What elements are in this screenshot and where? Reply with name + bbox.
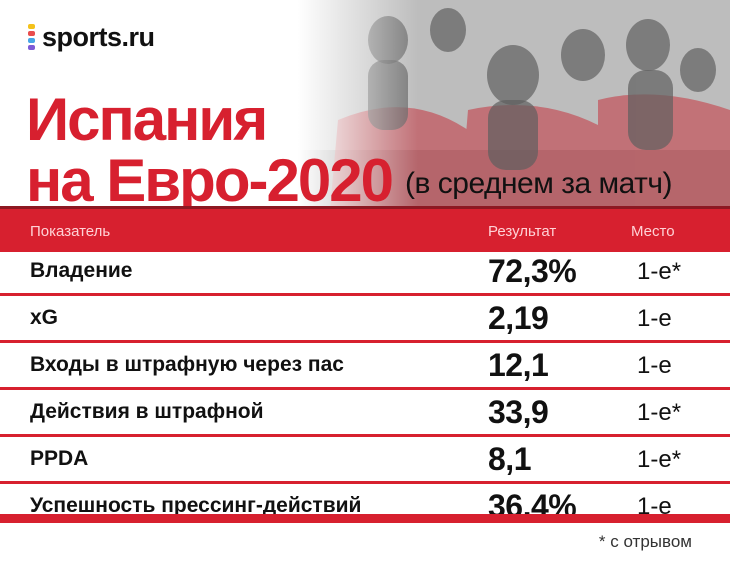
row-result: 8,1 [488,441,531,477]
table-row: Входы в штрафную через пас 12,1 1-е [0,343,730,390]
table-row: Действия в штрафной 33,9 1-е* [0,390,730,437]
row-place: 1-е* [637,399,682,426]
bottom-divider [0,514,730,523]
header-indicator: Показатель [30,223,111,240]
footnote: * с отрывом [598,532,692,551]
row-label: Владение [30,259,133,282]
row-place: 1-е* [637,446,682,473]
header-result: Результат [488,223,557,240]
header-place: Место [631,223,675,240]
title-subtitle: (в среднем за матч) [405,167,672,200]
row-label: xG [30,306,59,329]
row-label: Входы в штрафную через пас [30,353,344,376]
row-label: Успешность прессинг-действий [30,494,362,517]
row-place: 1-е* [637,258,682,285]
row-result: 2,19 [488,300,549,336]
row-result: 12,1 [488,347,549,383]
title-line-2: на Евро-2020 [26,147,394,214]
title-line-1: Испания [26,86,268,153]
row-label: PPDA [30,447,89,470]
logo-text: sports.ru [42,21,155,52]
row-result: 33,9 [488,394,549,430]
stats-table: Владение 72,3% 1-е* xG 2,19 1-е Входы в … [0,249,730,528]
row-place: 1-е [637,305,672,332]
logo-dots-icon [28,24,36,50]
table-row: PPDA 8,1 1-е* [0,437,730,484]
table-row: Владение 72,3% 1-е* [0,249,730,296]
row-label: Действия в штрафной [30,400,264,423]
sports-ru-logo[interactable]: sports.ru [28,20,155,54]
row-result: 72,3% [488,253,577,289]
table-row: xG 2,19 1-е [0,296,730,343]
row-place: 1-е [637,352,672,379]
team-celebration-photo [298,0,730,232]
table-header: Показатель Результат Место [0,206,730,252]
